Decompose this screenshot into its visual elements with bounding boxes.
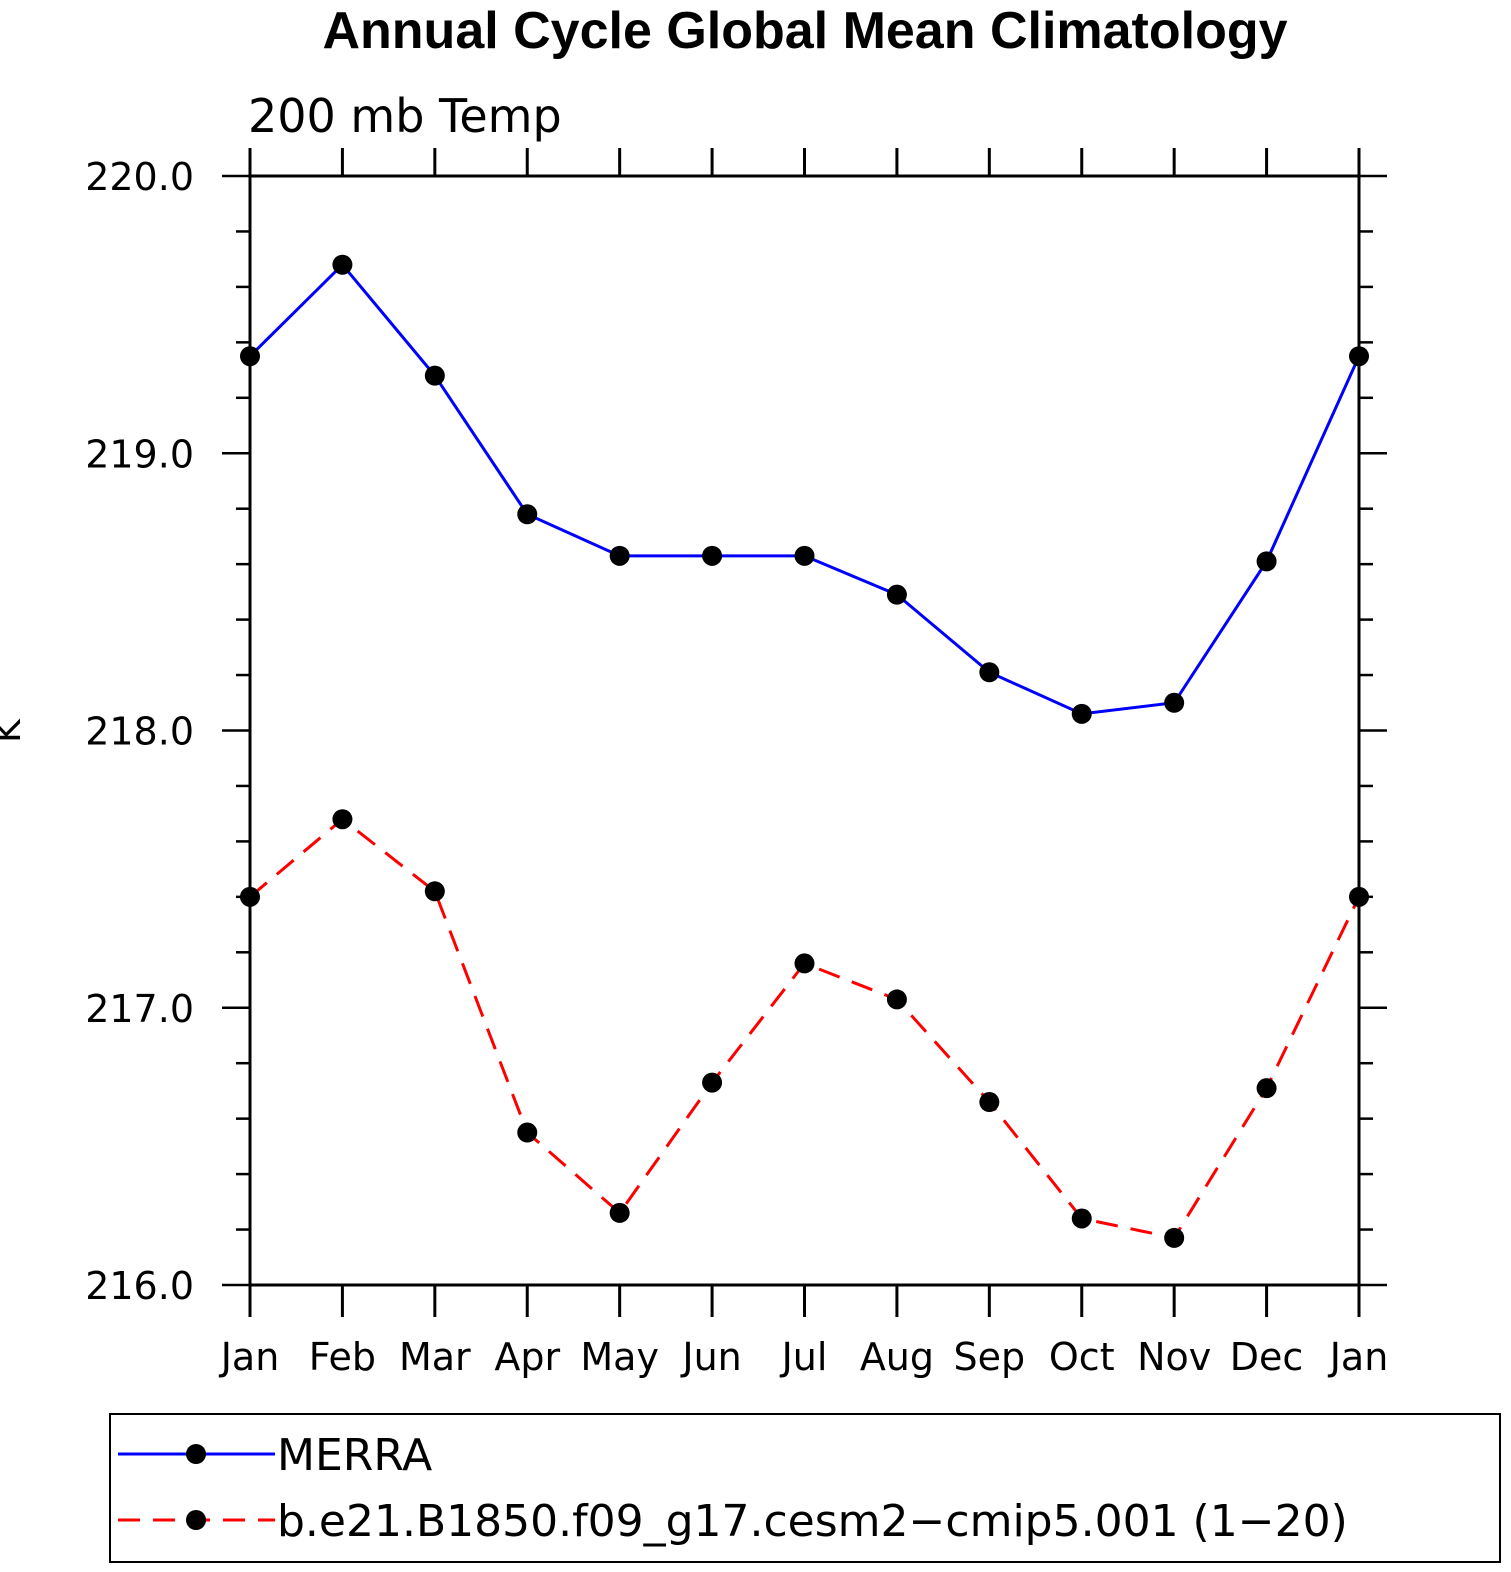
y-tick-label: 218.0 xyxy=(85,710,194,754)
data-point-series-1 xyxy=(332,809,353,830)
data-point-series-0 xyxy=(702,545,723,566)
legend-marker-cesm2 xyxy=(186,1510,206,1530)
x-tick-label: Sep xyxy=(954,1335,1026,1379)
series-line-0 xyxy=(248,262,1361,716)
legend-label-merra: MERRA xyxy=(277,1430,432,1481)
chart-subtitle: 200 mb Temp xyxy=(248,89,562,143)
y-tick-label: 216.0 xyxy=(85,1264,194,1308)
axes: Jan Feb Mar Apr May Jun Jul Aug Sep Oct Nov Dec Jan 2… xyxy=(85,148,1388,1379)
x-tick-label: Jul xyxy=(780,1335,828,1379)
plot-frame xyxy=(248,174,1361,1287)
y-tick-label: 217.0 xyxy=(85,987,194,1031)
data-point-series-0 xyxy=(517,504,538,525)
data-point-series-0 xyxy=(886,584,907,605)
data-point-series-1 xyxy=(1164,1227,1185,1248)
x-tick-label: Jun xyxy=(680,1335,741,1379)
data-point-series-0 xyxy=(1256,551,1277,572)
data-point-series-0 xyxy=(1071,703,1092,724)
x-tick-label: Oct xyxy=(1049,1335,1115,1379)
legend-marker-merra xyxy=(186,1444,206,1464)
x-tick-label: Nov xyxy=(1137,1335,1211,1379)
x-tick-label: Dec xyxy=(1230,1335,1304,1379)
data-point-series-1 xyxy=(702,1072,723,1093)
series-line-1 xyxy=(249,817,1361,1240)
data-point-series-1 xyxy=(609,1202,630,1223)
x-tick-label: May xyxy=(580,1335,659,1379)
data-point-series-0 xyxy=(332,254,353,275)
y-tick-label: 220.0 xyxy=(85,155,194,199)
data-point-series-1 xyxy=(424,881,445,902)
y-axis-label: K xyxy=(0,718,29,743)
x-tick-label: Aug xyxy=(860,1335,934,1379)
legend: MERRA b.e21.B1850.f09_g17.cesm2−cmip5.00… xyxy=(109,1413,1501,1563)
data-point-series-1 xyxy=(794,953,815,974)
x-tick-label: Feb xyxy=(309,1335,376,1379)
data-point-series-0 xyxy=(240,346,260,367)
data-point-series-0 xyxy=(424,365,445,386)
chart-title: Annual Cycle Global Mean Climatology xyxy=(322,2,1287,60)
x-tick-label: Mar xyxy=(399,1335,471,1379)
data-point-series-0 xyxy=(1164,692,1185,713)
data-point-series-1 xyxy=(979,1092,1000,1113)
data-point-series-1 xyxy=(1071,1208,1092,1229)
data-point-series-1 xyxy=(517,1122,538,1143)
data-point-series-0 xyxy=(609,545,630,566)
x-tick-label: Jan xyxy=(219,1335,280,1379)
x-tick-label: Jan xyxy=(1328,1335,1389,1379)
data-point-series-1 xyxy=(1256,1078,1277,1099)
data-point-series-1 xyxy=(886,989,907,1010)
data-point-series-0 xyxy=(1349,346,1369,367)
data-point-series-1 xyxy=(240,886,260,907)
x-tick-label: Apr xyxy=(494,1335,560,1379)
data-point-series-0 xyxy=(794,545,815,566)
y-tick-label: 219.0 xyxy=(85,432,194,476)
data-point-series-1 xyxy=(1349,886,1369,907)
data-point-series-0 xyxy=(979,662,1000,683)
legend-label-cesm2: b.e21.B1850.f09_g17.cesm2−cmip5.001 (1−2… xyxy=(277,1496,1348,1547)
legend-box xyxy=(109,1413,1501,1563)
series-layer xyxy=(240,254,1369,1248)
